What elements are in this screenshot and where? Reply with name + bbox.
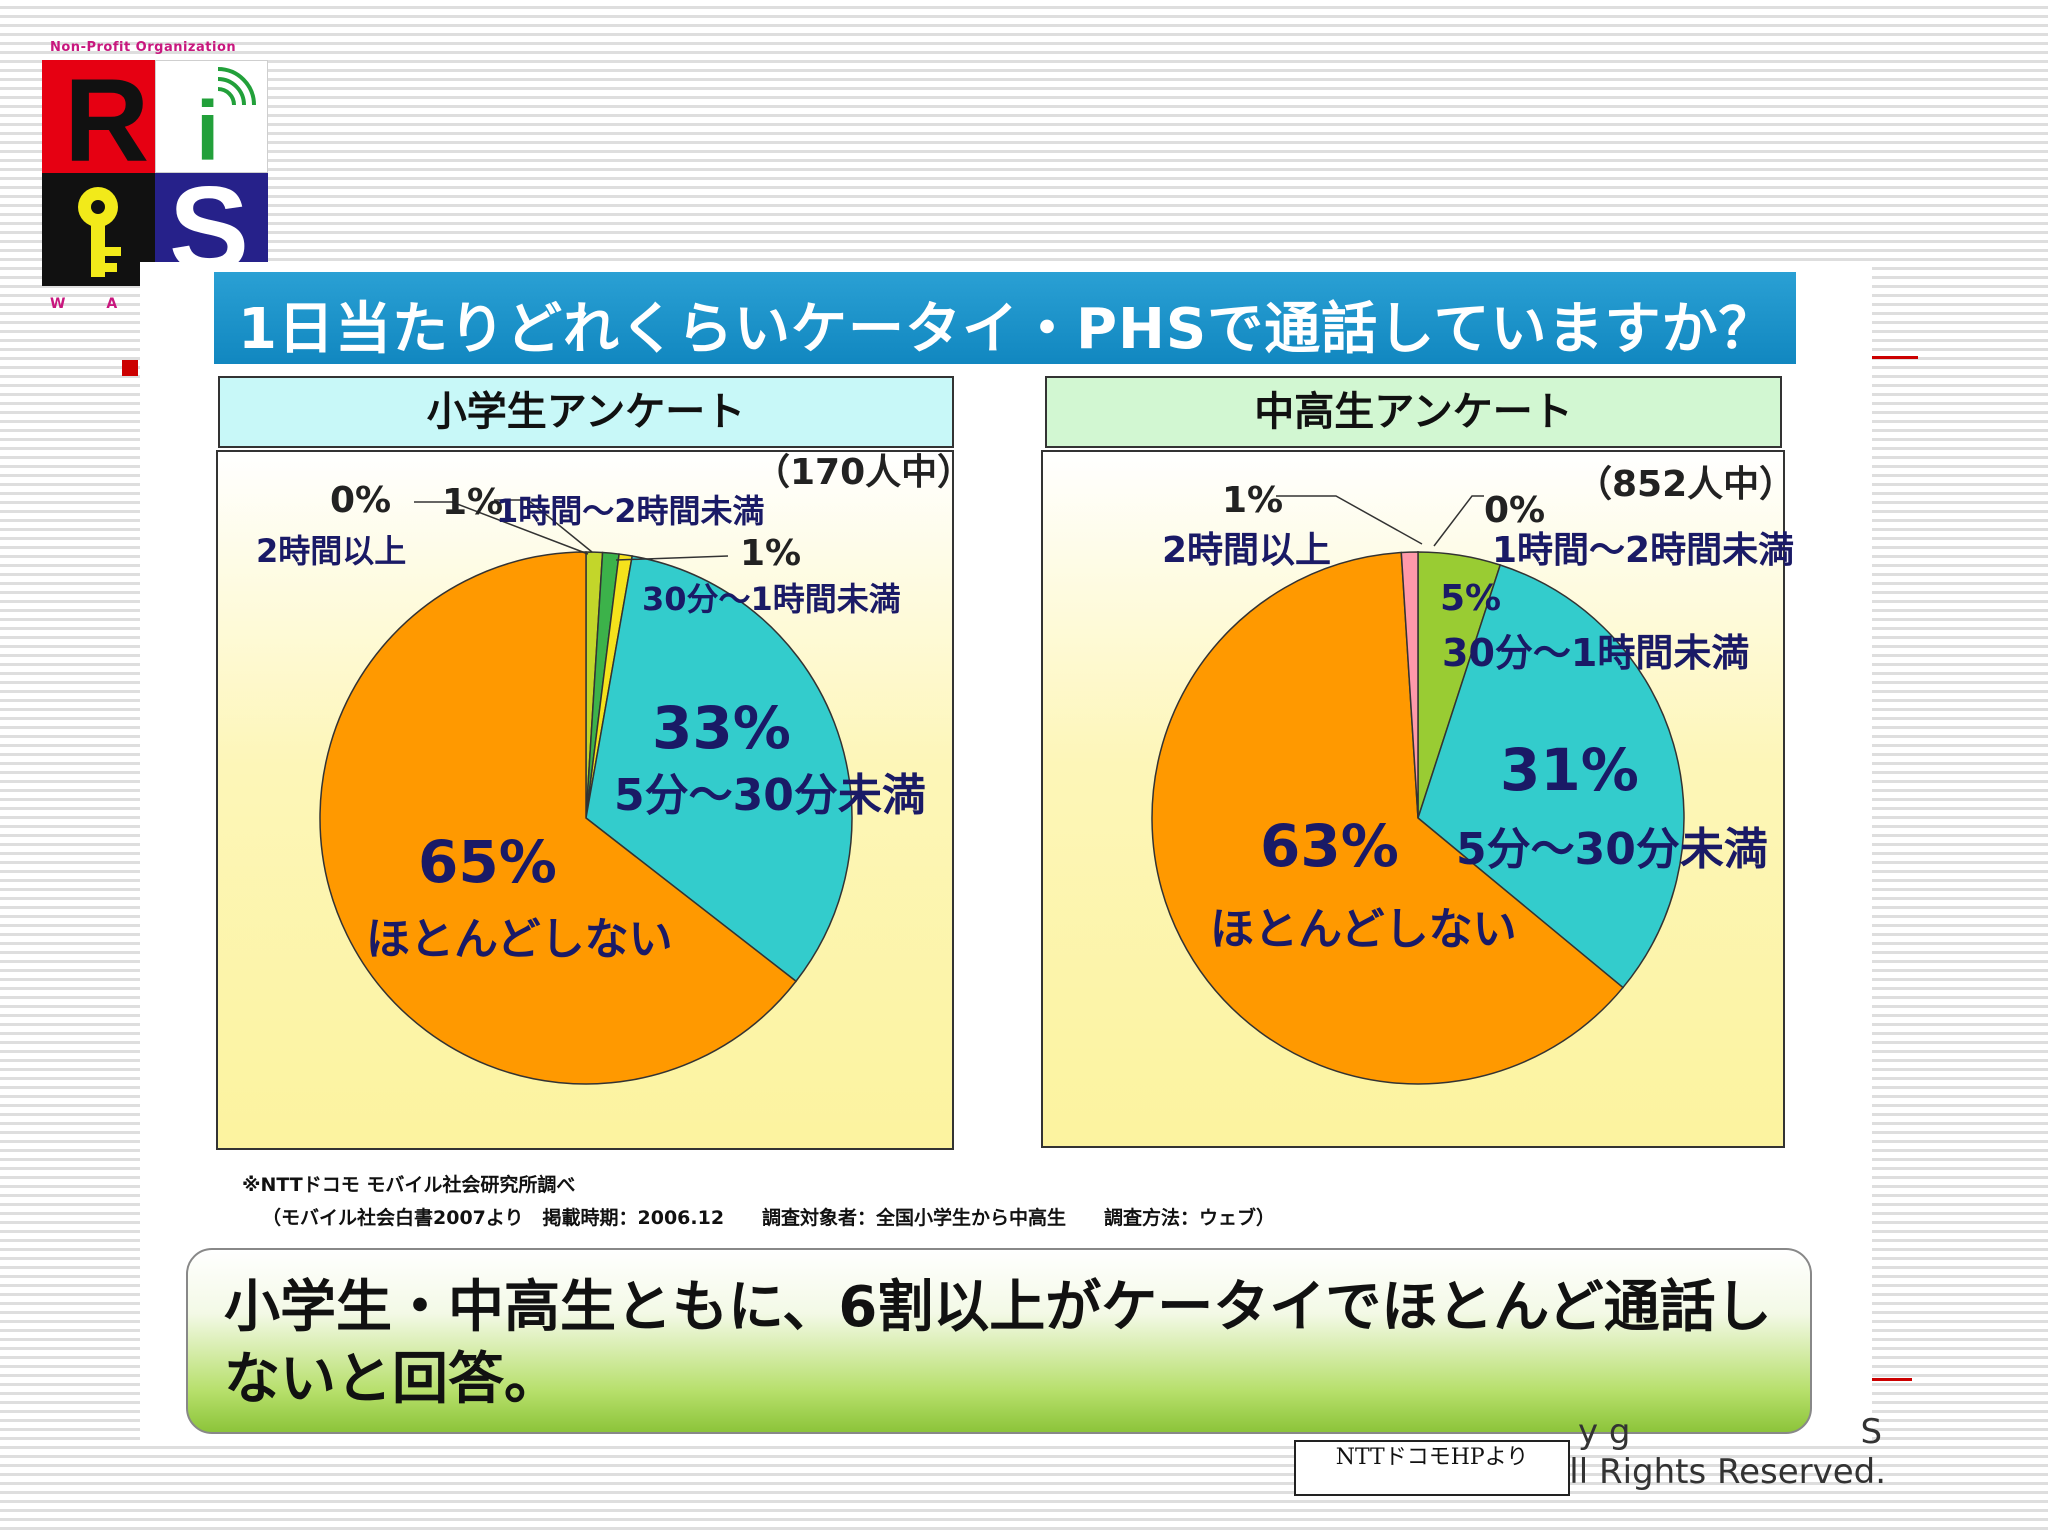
secondary-slice-5-30m <box>1417 564 1685 989</box>
secondary-label-1pct-value: 1% <box>1222 480 1283 521</box>
logo-top-text: Non-Profit Organization <box>50 40 237 55</box>
leader-line-right-0pct <box>1433 495 1484 547</box>
secondary-survey-heading: 中高生アンケート <box>1045 376 1782 448</box>
secondary-label-2h-plus: 2時間以上 <box>1162 530 1331 571</box>
red-bullet-mark <box>122 360 138 376</box>
secondary-slice-2h-plus <box>1400 551 1419 819</box>
secondary-label-31pct: 31% <box>1500 736 1639 804</box>
logo-black-quadrant <box>42 173 155 286</box>
secondary-label-1-2h: 1時間～2時間未満 <box>1492 530 1794 571</box>
logo-letter-i: i <box>196 84 220 178</box>
logo-letter-r: R <box>64 55 150 187</box>
logo-white-quadrant: i <box>155 60 268 173</box>
elementary-label-1pct-value: 1% <box>442 482 503 523</box>
elementary-slice-rarely <box>585 555 853 983</box>
elementary-label-2h-plus: 2時間以上 <box>256 532 406 570</box>
secondary-label-rarely: ほとんどしない <box>1210 904 1517 955</box>
title-bar <box>214 272 1796 364</box>
ntt-docomo-source-box: NTTドコモHPより <box>1294 1440 1570 1496</box>
elementary-label-5-30m: 5分～30分未満 <box>614 770 926 821</box>
slide-title: 1日当たりどれくらいケータイ・PHSで通話していますか？ <box>238 297 1776 362</box>
elementary-slice-small-yellow <box>319 551 798 1085</box>
copyright-partial-end: S <box>1860 1412 1883 1452</box>
leader-line-right-1pct <box>1276 495 1423 545</box>
conclusion-text: 小学生・中高生ともに、6割以上がケータイでほとんど通話しないと回答。 <box>224 1275 1772 1412</box>
elementary-pie <box>319 551 853 1085</box>
red-line-mark-top <box>1872 356 1918 359</box>
elementary-label-65pct: 65% <box>418 828 557 896</box>
elementary-label-rarely: ほとんどしない <box>366 914 673 965</box>
secondary-label-30m-1h: 30分～1時間未満 <box>1442 631 1749 675</box>
secondary-label-5pct-value: 5% <box>1440 578 1501 619</box>
leader-line-left-30m <box>615 555 729 561</box>
secondary-slice-rarely <box>1151 551 1625 1085</box>
copyright-partial-text: y g <box>1578 1412 1631 1452</box>
secondary-respondents-note: （852人中） <box>1576 464 1795 505</box>
source-line-1: ※NTTドコモ モバイル社会研究所調べ <box>242 1174 576 1196</box>
secondary-label-0pct-value: 0% <box>1484 490 1545 531</box>
leader-line-left-1pct <box>494 499 593 553</box>
secondary-pie <box>1151 551 1685 1085</box>
elementary-label-30m-value: 1% <box>740 533 801 574</box>
leader-line-left-0pct <box>414 501 589 555</box>
elementary-label-0pct-value: 0% <box>330 480 391 521</box>
conclusion-box <box>186 1248 1812 1434</box>
elementary-respondents-note: （170人中） <box>754 452 973 493</box>
elementary-survey-heading: 小学生アンケート <box>218 376 954 448</box>
elementary-label-33pct: 33% <box>652 694 791 762</box>
secondary-label-5-30m: 5分～30分未満 <box>1456 824 1768 875</box>
logo-bottom-text: W A K <box>50 296 187 312</box>
source-line-2: （モバイル社会白書2007より 掲載時期：2006.12 調査対象者：全国小学生… <box>262 1207 1276 1229</box>
secondary-label-63pct: 63% <box>1260 812 1399 880</box>
logo-red-quadrant: R <box>42 60 155 180</box>
copyright-line-2: All Rights Reserved. <box>1546 1452 1887 1492</box>
red-line-mark-bottom <box>1872 1378 1912 1381</box>
key-icon <box>78 187 121 277</box>
signal-waves-icon <box>217 67 256 106</box>
elementary-label-30m-1h: 30分～1時間未満 <box>642 580 901 618</box>
elementary-label-1-2h: 1時間～2時間未満 <box>496 492 765 530</box>
